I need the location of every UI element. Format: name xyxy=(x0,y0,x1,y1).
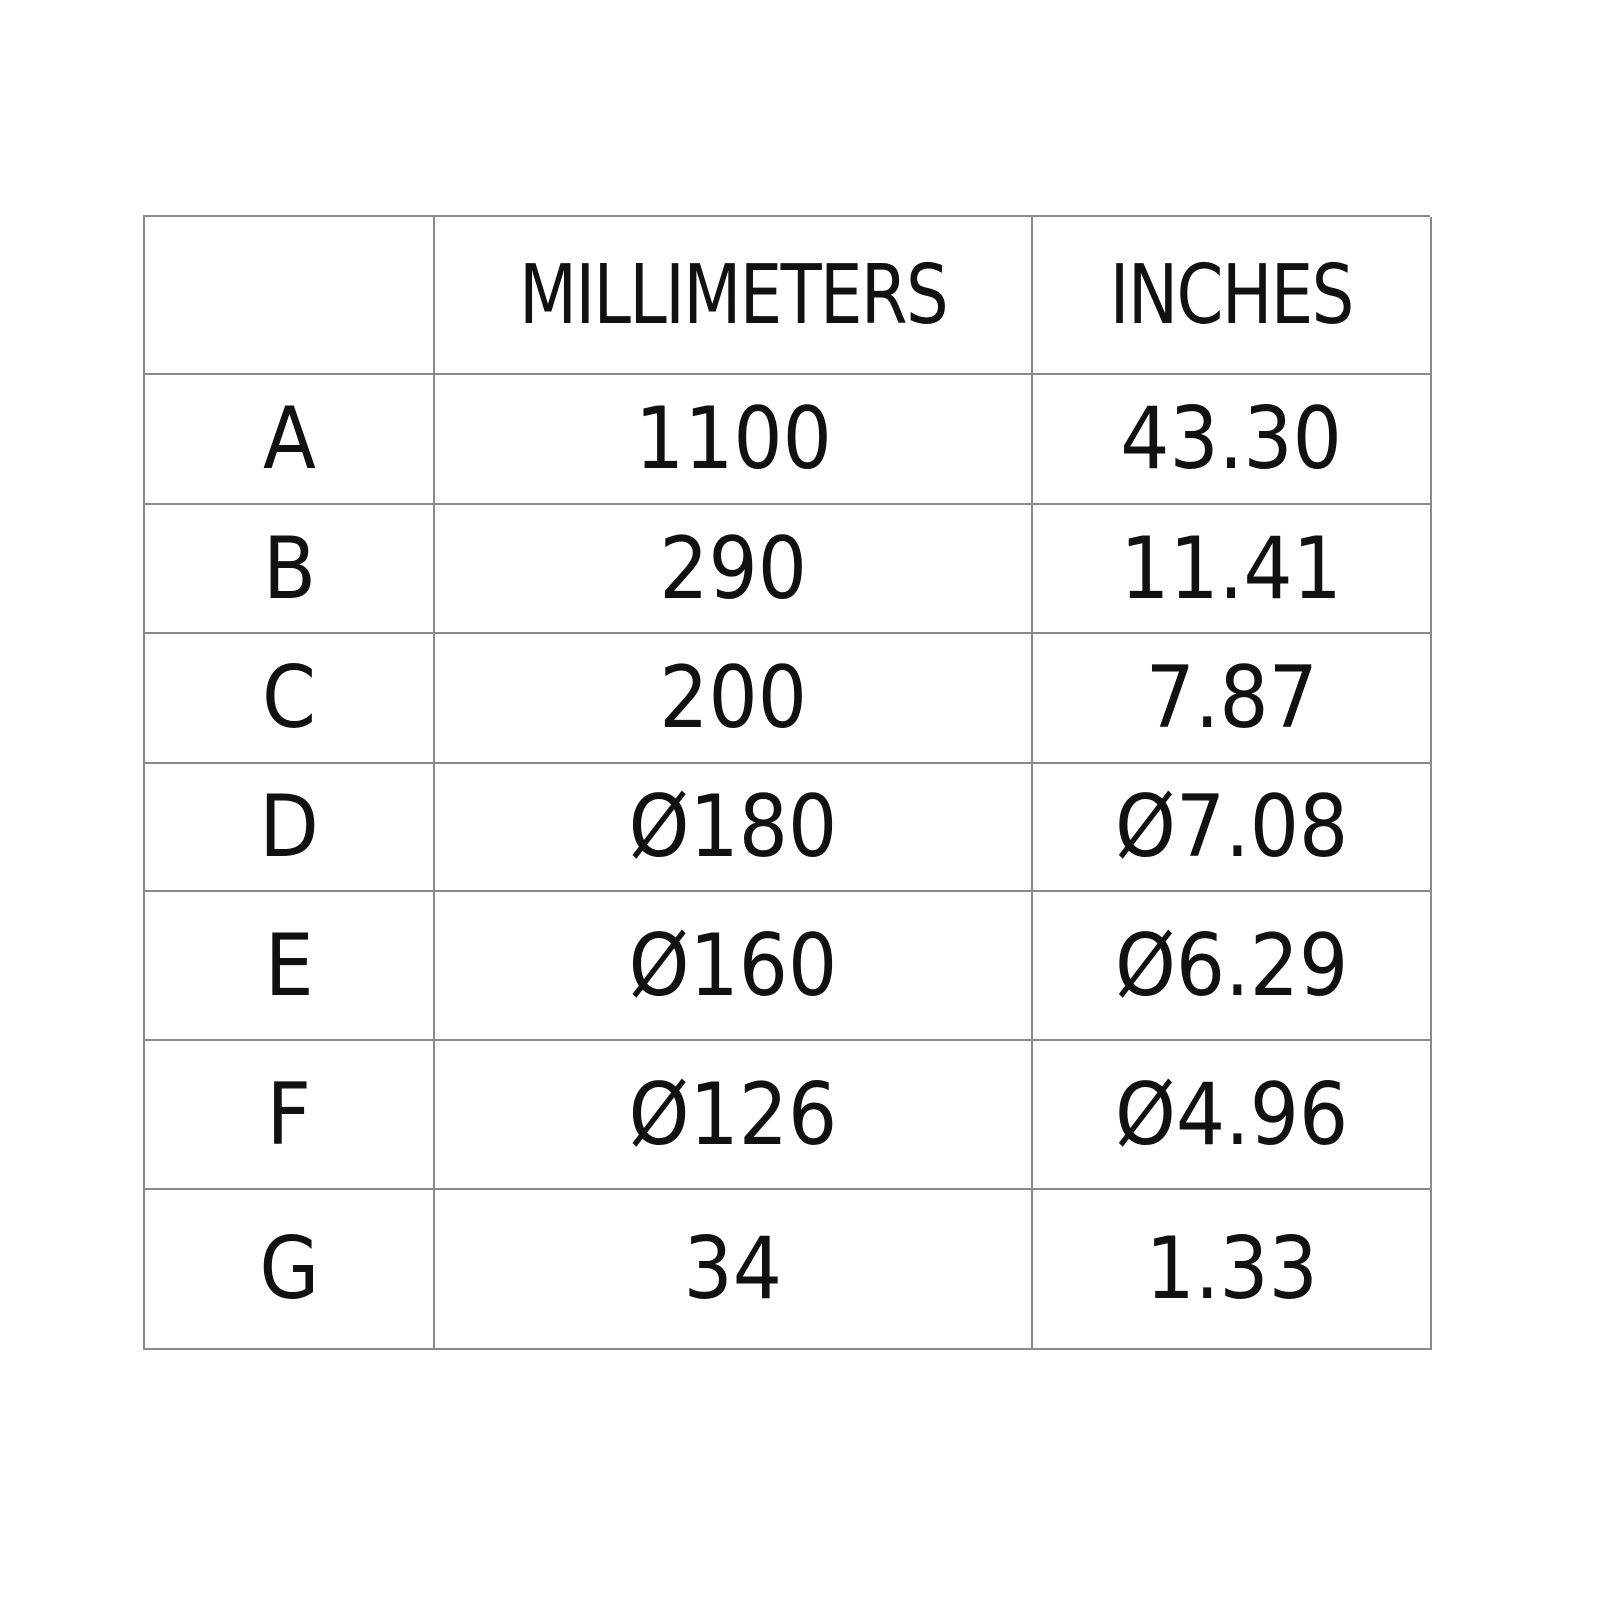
millimeters-cell: 200 xyxy=(435,634,1033,764)
cell-value: E xyxy=(264,915,314,1016)
cell-value: A xyxy=(262,389,316,489)
inches-cell: Ø6.29 xyxy=(1033,892,1432,1041)
cell-value: Ø126 xyxy=(628,1064,838,1165)
cell-value: Ø4.96 xyxy=(1114,1064,1349,1165)
header-millimeters: MILLIMETERS xyxy=(435,217,1033,375)
row-label-cell: B xyxy=(145,505,435,634)
cell-value: D xyxy=(259,777,319,877)
cell-value: Ø180 xyxy=(628,777,838,877)
cell-value: C xyxy=(261,648,317,748)
row-label-cell: E xyxy=(145,892,435,1041)
cell-value: 1.33 xyxy=(1145,1219,1318,1319)
cell-value: B xyxy=(262,518,316,619)
inches-cell: Ø4.96 xyxy=(1033,1041,1432,1190)
dimensions-table: MILLIMETERS INCHES A 1100 43.30 B 290 11.41 C 2… xyxy=(143,215,1432,1350)
millimeters-cell: Ø160 xyxy=(435,892,1033,1041)
header-label: MILLIMETERS xyxy=(518,247,949,343)
cell-value: 200 xyxy=(659,648,807,748)
row-label-cell: A xyxy=(145,375,435,505)
inches-cell: 11.41 xyxy=(1033,505,1432,634)
row-label-cell: C xyxy=(145,634,435,764)
cell-value: Ø7.08 xyxy=(1114,777,1349,877)
millimeters-cell: Ø126 xyxy=(435,1041,1033,1190)
inches-cell: 1.33 xyxy=(1033,1190,1432,1350)
cell-value: 34 xyxy=(683,1219,783,1319)
row-label-cell: G xyxy=(145,1190,435,1350)
millimeters-cell: 290 xyxy=(435,505,1033,634)
cell-value: Ø6.29 xyxy=(1114,915,1349,1016)
millimeters-cell: 34 xyxy=(435,1190,1033,1350)
inches-cell: 7.87 xyxy=(1033,634,1432,764)
cell-value: 7.87 xyxy=(1145,648,1318,748)
cell-value: 43.30 xyxy=(1120,389,1343,489)
millimeters-cell: 1100 xyxy=(435,375,1033,505)
inches-cell: 43.30 xyxy=(1033,375,1432,505)
inches-cell: Ø7.08 xyxy=(1033,764,1432,892)
header-empty-cell xyxy=(145,217,435,375)
cell-value: 11.41 xyxy=(1120,518,1343,619)
header-label: INCHES xyxy=(1110,247,1355,343)
cell-value: Ø160 xyxy=(628,915,838,1016)
millimeters-cell: Ø180 xyxy=(435,764,1033,892)
cell-value: 1100 xyxy=(634,389,832,489)
cell-value: 290 xyxy=(659,518,807,619)
cell-value: G xyxy=(259,1219,319,1319)
row-label-cell: F xyxy=(145,1041,435,1190)
cell-value: F xyxy=(266,1064,312,1165)
row-label-cell: D xyxy=(145,764,435,892)
header-inches: INCHES xyxy=(1033,217,1432,375)
